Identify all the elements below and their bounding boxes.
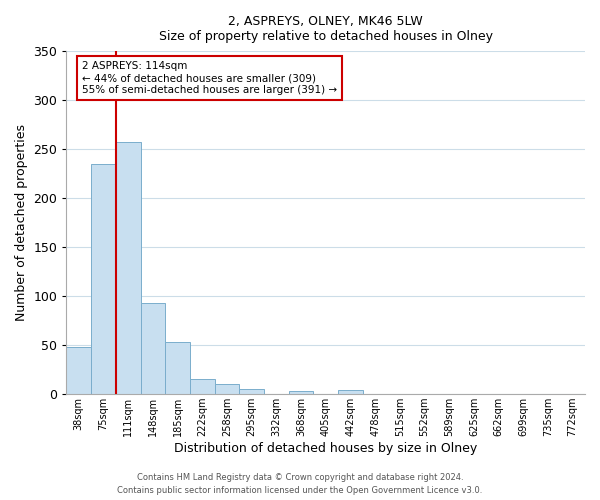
Bar: [116, 142, 140, 394]
Y-axis label: Number of detached properties: Number of detached properties: [15, 124, 28, 321]
Bar: [140, 303, 165, 394]
Text: 2 ASPREYS: 114sqm
← 44% of detached houses are smaller (309)
55% of semi-detache: 2 ASPREYS: 114sqm ← 44% of detached hous…: [82, 62, 337, 94]
Bar: [165, 342, 190, 394]
Bar: [239, 390, 264, 394]
Bar: [190, 380, 215, 394]
Bar: [289, 391, 313, 394]
Bar: [91, 164, 116, 394]
Bar: [338, 390, 363, 394]
Bar: [215, 384, 239, 394]
X-axis label: Distribution of detached houses by size in Olney: Distribution of detached houses by size …: [174, 442, 478, 455]
Text: Contains HM Land Registry data © Crown copyright and database right 2024.
Contai: Contains HM Land Registry data © Crown c…: [118, 474, 482, 495]
Title: 2, ASPREYS, OLNEY, MK46 5LW
Size of property relative to detached houses in Olne: 2, ASPREYS, OLNEY, MK46 5LW Size of prop…: [159, 15, 493, 43]
Bar: [67, 347, 91, 394]
